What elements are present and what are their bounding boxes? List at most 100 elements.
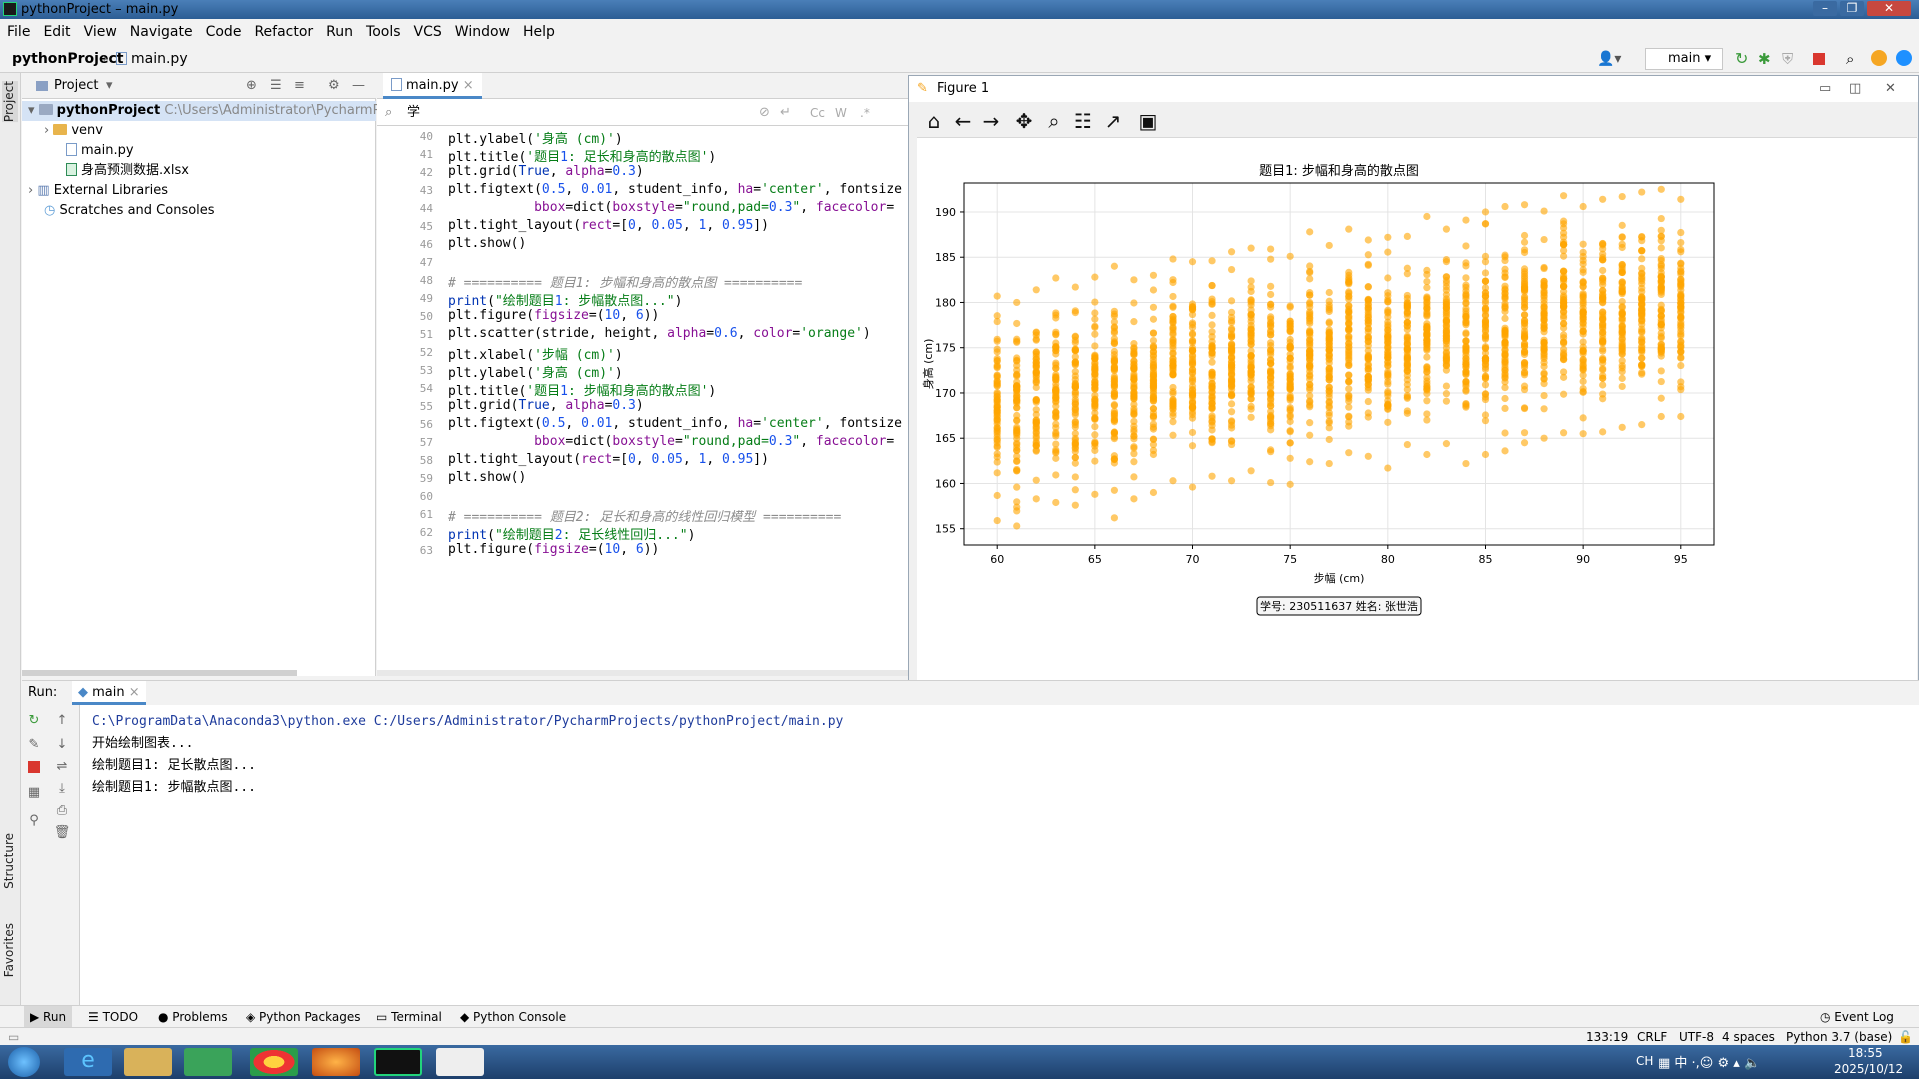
back-arrow-icon[interactable]: ← (954, 109, 972, 133)
menu-file[interactable]: File (7, 24, 31, 40)
edit-axis-icon[interactable]: ↗ (1104, 109, 1122, 133)
tab-project[interactable]: Project (2, 81, 18, 123)
console-output[interactable]: C:\ProgramData\Anaconda3\python.exe C:/U… (92, 711, 843, 799)
gear-icon[interactable]: ⚙ (328, 78, 340, 93)
tool-tab-problems[interactable]: ● Problems (158, 1010, 228, 1024)
pin-icon[interactable]: ⚲ (29, 813, 39, 828)
expand-all-icon[interactable]: ☰ (270, 78, 282, 93)
pan-icon[interactable]: ✥ (1015, 109, 1033, 133)
menu-edit[interactable]: Edit (43, 24, 71, 40)
tree-item-venv[interactable]: › venv (44, 121, 103, 141)
print-icon[interactable]: ⎙ (56, 803, 68, 818)
status-position[interactable]: 133:19 (1586, 1030, 1629, 1044)
tree-item-external-libraries[interactable]: › ▥ External Libraries (28, 181, 168, 201)
menu-navigate[interactable]: Navigate (129, 24, 193, 40)
trash-icon[interactable]: 🗑 (53, 825, 71, 840)
ide-features-icon[interactable] (1896, 50, 1912, 66)
run-tab-main[interactable]: ◆ main × (72, 681, 146, 705)
stop-icon[interactable] (1813, 53, 1825, 65)
tool-tab-event-log[interactable]: ◷ Event Log (1820, 1010, 1894, 1024)
language-indicator[interactable]: CH (1636, 1054, 1654, 1068)
lock-icon[interactable]: 🔓 (1898, 1030, 1913, 1044)
debug-icon[interactable]: ✱ (1758, 50, 1771, 68)
search-input[interactable]: 学 (407, 105, 421, 120)
breadcrumb-file[interactable]: main.py (131, 51, 188, 67)
code-area[interactable]: plt.ylabel('身高 (cm)') plt.title('题目1: 足长和… (377, 126, 910, 666)
firefox-icon[interactable] (312, 1048, 360, 1076)
tab-structure[interactable]: Structure (2, 833, 16, 889)
status-indent[interactable]: 4 spaces (1722, 1030, 1775, 1044)
editor-scrollbar[interactable] (377, 670, 910, 676)
pycharm-taskbar-icon[interactable] (374, 1048, 422, 1076)
project-view-select[interactable]: Project (54, 78, 99, 93)
scroll-up-icon[interactable]: ↑ (56, 713, 68, 728)
update-icon[interactable] (1871, 50, 1887, 66)
layout-icon[interactable]: ▦ (27, 785, 41, 800)
explorer-icon[interactable] (124, 1048, 172, 1076)
menu-view[interactable]: View (83, 24, 117, 40)
tool-tab-python-console[interactable]: ◆ Python Console (460, 1010, 567, 1024)
whole-words-toggle[interactable]: W (835, 106, 847, 120)
stop-icon[interactable] (28, 761, 40, 773)
run-config-select[interactable]: main ▾ (1645, 48, 1723, 70)
status-line-ending[interactable]: CRLF (1637, 1030, 1668, 1044)
wrench-icon[interactable]: ✎ (28, 737, 40, 752)
chevron-down-icon[interactable]: ▾ (106, 78, 113, 93)
menu-window[interactable]: Window (454, 24, 510, 40)
figure-minimize-button[interactable]: ▭ (1819, 81, 1832, 96)
minimize-button[interactable]: – (1813, 1, 1837, 16)
tree-item-scratches[interactable]: ◷ Scratches and Consoles (44, 201, 215, 221)
rerun-icon[interactable]: ↻ (28, 713, 40, 728)
clock-date[interactable]: 2025/10/12 (1834, 1062, 1904, 1076)
tool-tab-todo[interactable]: ☰ TODO (88, 1010, 139, 1024)
menu-help[interactable]: Help (522, 24, 555, 40)
collapse-all-icon[interactable]: ≡ (294, 78, 305, 93)
document-icon[interactable] (436, 1048, 484, 1076)
tree-item-xlsx[interactable]: 身高预测数据.xlsx (66, 161, 189, 181)
tool-tab-terminal[interactable]: ▭ Terminal (376, 1010, 442, 1024)
regex-toggle[interactable]: .* (860, 106, 870, 120)
coverage-icon[interactable]: ⛨ (1782, 50, 1794, 68)
menu-vcs[interactable]: VCS (413, 24, 442, 40)
soft-wrap-icon[interactable]: ⇌ (56, 759, 68, 774)
close-icon[interactable]: × (462, 78, 474, 93)
scroll-end-icon[interactable]: ⤓ (59, 781, 65, 796)
start-button[interactable] (8, 1047, 40, 1077)
tree-item-project-root[interactable]: ▾ pythonProject C:\Users\Administrator\P… (22, 101, 405, 121)
status-interpreter[interactable]: Python 3.7 (base) (1786, 1030, 1893, 1044)
chrome-icon[interactable] (250, 1048, 298, 1076)
maximize-button[interactable]: ❐ (1840, 1, 1864, 16)
menu-code[interactable]: Code (205, 24, 242, 40)
status-encoding[interactable]: UTF-8 (1679, 1030, 1714, 1044)
tool-tab-run[interactable]: ▶ Run (24, 1006, 73, 1028)
user-icon[interactable]: 👤▾ (1597, 51, 1622, 67)
forward-arrow-icon[interactable]: → (982, 109, 1000, 133)
tree-item-main-py[interactable]: main.py (66, 141, 134, 161)
menu-run[interactable]: Run (326, 24, 354, 40)
match-case-toggle[interactable]: Cc (810, 106, 825, 120)
close-button[interactable]: ✕ (1867, 1, 1911, 16)
locate-icon[interactable]: ⊕ (246, 78, 257, 93)
tray-icons[interactable]: ▦ 中 ·,☺ ⚙ ▴ 🔈 (1658, 1056, 1761, 1071)
figure-close-button[interactable]: ✕ (1885, 81, 1896, 96)
figure-canvas[interactable]: 60 65 70 75 80 85 90 95 155 160 165 170 175 180 185 190… (917, 138, 1917, 748)
tab-main-py[interactable]: main.py × (383, 73, 482, 99)
menu-tools[interactable]: Tools (366, 24, 401, 40)
ie-icon[interactable]: e (64, 1048, 112, 1076)
newline-icon[interactable]: ↵ (780, 105, 791, 120)
horizontal-scrollbar[interactable] (22, 670, 297, 676)
menu-refactor[interactable]: Refactor (254, 24, 314, 40)
tool-tab-python-packages[interactable]: ◈ Python Packages (246, 1010, 361, 1024)
status-toggle-icon[interactable]: ▭ (8, 1030, 20, 1044)
scroll-down-icon[interactable]: ↓ (56, 737, 68, 752)
figure-maximize-button[interactable]: ◫ (1849, 81, 1862, 96)
rerun-icon[interactable]: ↻ (1735, 49, 1749, 68)
search-icon[interactable]: ⌕ (1846, 50, 1855, 68)
hide-panel-icon[interactable]: — (352, 78, 365, 93)
configure-subplots-icon[interactable]: ☷ (1074, 109, 1092, 133)
breadcrumb-project[interactable]: pythonProject (12, 51, 124, 67)
home-icon[interactable]: ⌂ (927, 109, 941, 133)
app-icon[interactable] (184, 1048, 232, 1076)
clock-time[interactable]: 18:55 (1848, 1046, 1883, 1060)
close-icon[interactable]: × (128, 685, 140, 700)
